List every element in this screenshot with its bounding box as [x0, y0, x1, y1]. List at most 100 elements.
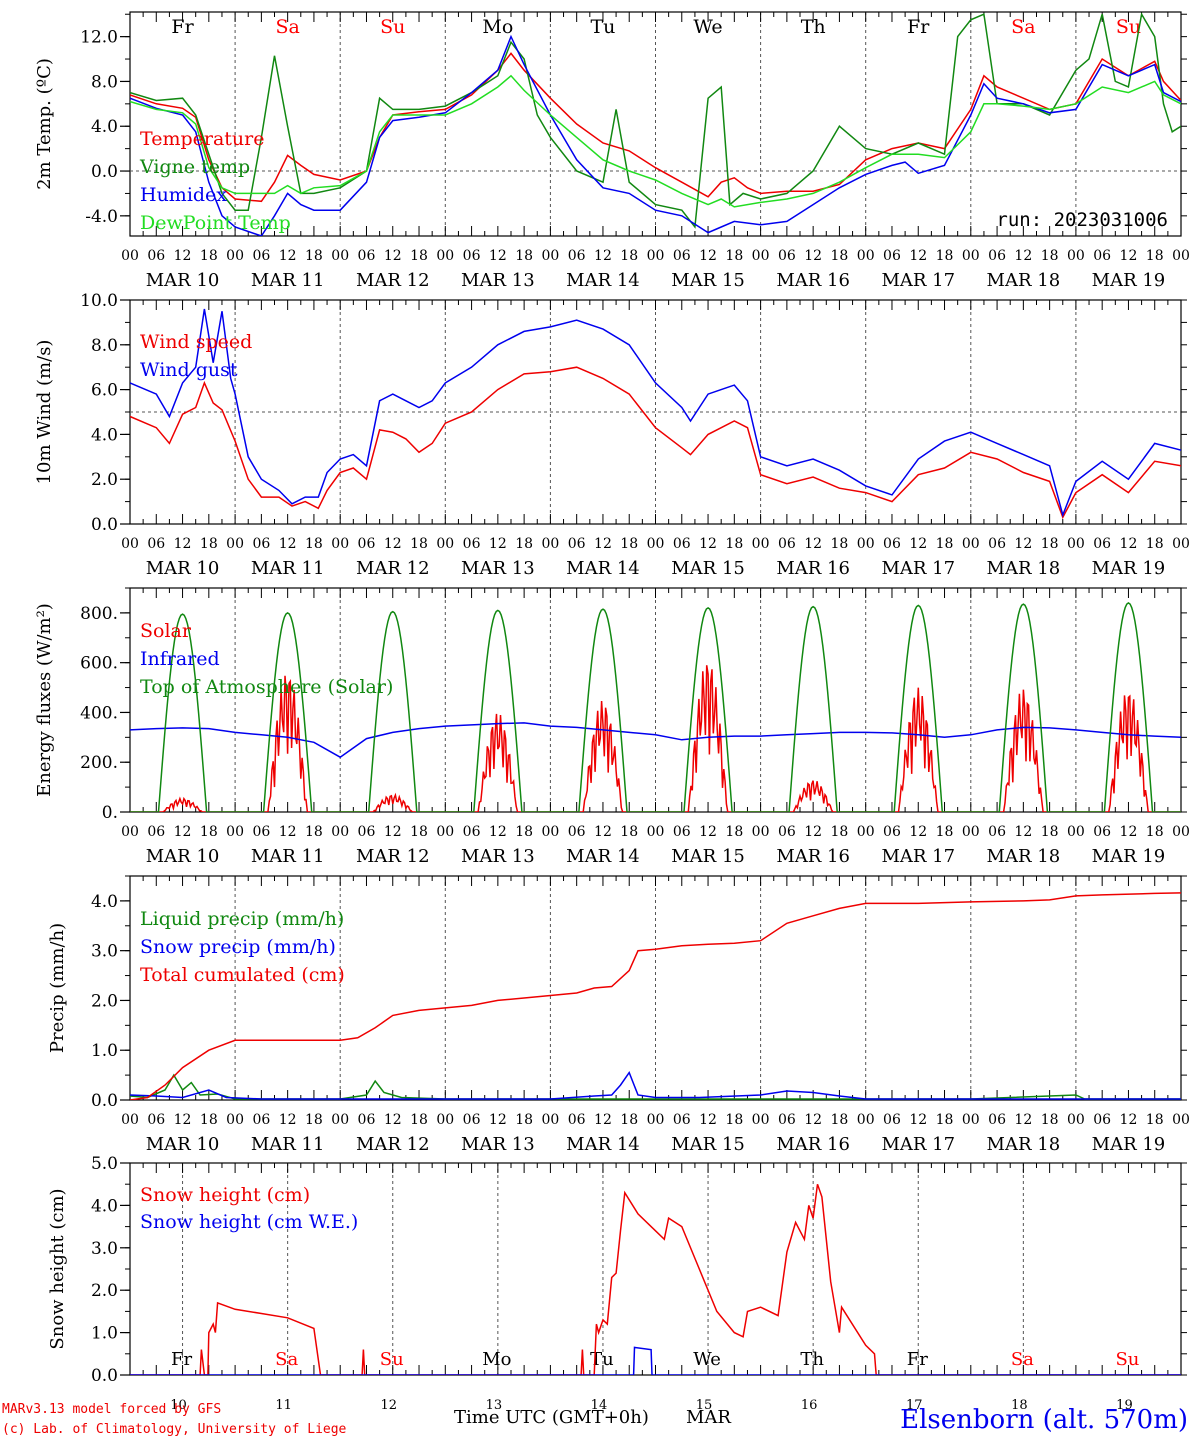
x-hour-label: 18 — [1041, 248, 1059, 264]
x-hour-label: 18 — [620, 824, 638, 840]
y-tick-label: 0. — [102, 803, 118, 823]
x-hour-label: 00 — [226, 824, 244, 840]
day-number-label: 16 — [801, 1398, 818, 1413]
x-hour-label: 18 — [725, 1112, 743, 1128]
x-hour-label: 18 — [620, 536, 638, 552]
legend-entry: Wind gust — [140, 359, 238, 381]
x-hour-label: 00 — [962, 824, 980, 840]
x-hour-label: 12 — [909, 536, 927, 552]
day-abbr-label: Su — [380, 16, 405, 38]
x-date-label: MAR 16 — [776, 846, 850, 867]
x-hour-label: 00 — [1172, 536, 1190, 552]
x-hour-label: 06 — [988, 536, 1006, 552]
day-abbr-label: Mo — [482, 16, 513, 38]
x-hour-label: 00 — [226, 248, 244, 264]
day-number-label: 12 — [380, 1398, 397, 1413]
day-number-label: 18 — [1011, 1398, 1028, 1413]
x-hour-label: 00 — [436, 248, 454, 264]
x-date-label: MAR 12 — [356, 846, 430, 867]
x-hour-label: 00 — [1172, 1112, 1190, 1128]
x-hour-label: 12 — [804, 824, 822, 840]
x-hour-label: 06 — [568, 824, 586, 840]
x-date-label: MAR 14 — [566, 846, 640, 867]
x-hour-label: 00 — [541, 536, 559, 552]
y-tick-label: 0.0 — [91, 162, 118, 182]
x-hour-label: 00 — [1067, 248, 1085, 264]
x-hour-label: 06 — [252, 248, 270, 264]
x-hour-label: 18 — [410, 824, 428, 840]
x-hour-label: 06 — [673, 536, 691, 552]
day-number-label: 11 — [275, 1398, 292, 1413]
run-label: run: 2023031006 — [996, 209, 1168, 231]
x-hour-label: 00 — [121, 1112, 139, 1128]
x-hour-label: 06 — [358, 1112, 376, 1128]
x-hour-label: 06 — [988, 824, 1006, 840]
x-hour-label: 12 — [804, 248, 822, 264]
day-abbr-label: We — [693, 16, 722, 38]
x-hour-label: 00 — [857, 536, 875, 552]
y-tick-label: 4.0 — [91, 425, 118, 445]
x-hour-label: 06 — [778, 536, 796, 552]
x-date-label: MAR 15 — [671, 270, 745, 291]
y-tick-label: 5.0 — [91, 1154, 118, 1174]
x-hour-label: 00 — [1172, 824, 1190, 840]
x-hour-label: 00 — [1067, 536, 1085, 552]
y-axis-label: 2m Temp. (ºC) — [34, 58, 55, 190]
x-date-label: MAR 17 — [881, 270, 955, 291]
day-abbr-label: Sa — [275, 1349, 298, 1370]
x-hour-label: 18 — [1146, 824, 1164, 840]
x-hour-label: 00 — [331, 824, 349, 840]
x-date-label: MAR 11 — [251, 1134, 325, 1155]
x-hour-label: 00 — [752, 824, 770, 840]
x-hour-label: 00 — [857, 824, 875, 840]
y-tick-label: 800. — [80, 604, 118, 624]
x-hour-label: 18 — [936, 1112, 954, 1128]
series-line-2 — [130, 12, 1181, 229]
day-abbr-label: Th — [800, 1349, 824, 1370]
legend-entry: Total cumulated (cm) — [140, 964, 345, 986]
x-hour-label: 00 — [121, 824, 139, 840]
x-hour-label: 12 — [279, 248, 297, 264]
x-hour-label: 00 — [541, 1112, 559, 1128]
legend-entry: Snow height (cm) — [140, 1184, 310, 1206]
series-line-1 — [130, 52, 1181, 203]
x-hour-label: 18 — [410, 1112, 428, 1128]
station-label: Elsenborn (alt. 570m) — [900, 1405, 1188, 1435]
x-hour-label: 00 — [1067, 824, 1085, 840]
x-date-label: MAR 18 — [987, 846, 1061, 867]
x-hour-label: 06 — [778, 1112, 796, 1128]
x-date-label: MAR 10 — [146, 846, 220, 867]
x-hour-label: 18 — [831, 1112, 849, 1128]
x-hour-label: 12 — [1120, 1112, 1138, 1128]
x-hour-label: 00 — [1067, 1112, 1085, 1128]
x-date-label: MAR 19 — [1092, 558, 1166, 579]
x-hour-label: 00 — [752, 536, 770, 552]
panel-2: 10.0 8.0 6.0 4.0 2.0 0.0 10m Wind (m/s) 00 06 12 1… — [34, 291, 1190, 579]
x-date-label: MAR 10 — [146, 558, 220, 579]
day-abbr-label: Th — [801, 16, 826, 38]
series-line-2 — [130, 1071, 1181, 1100]
x-date-label: MAR 13 — [461, 846, 535, 867]
day-abbr-label: Fr — [907, 16, 930, 38]
x-hour-label: 06 — [988, 1112, 1006, 1128]
x-hour-label: 12 — [804, 536, 822, 552]
x-hour-label: 12 — [279, 824, 297, 840]
series-line-4 — [130, 74, 1181, 208]
y-tick-label: 3.0 — [91, 1239, 118, 1259]
y-tick-label: 0.0 — [91, 1366, 118, 1386]
x-date-label: MAR 14 — [566, 270, 640, 291]
x-date-label: MAR 15 — [671, 558, 745, 579]
y-tick-label: 1.0 — [91, 1324, 118, 1344]
x-hour-label: 12 — [174, 824, 192, 840]
y-tick-label: 8.0 — [91, 72, 118, 92]
x-date-label: MAR 18 — [987, 1134, 1061, 1155]
day-abbr-label: Sa — [1011, 1349, 1034, 1370]
legend-entry: Solar — [140, 620, 192, 642]
x-hour-label: 00 — [857, 1112, 875, 1128]
x-hour-label: 06 — [1093, 536, 1111, 552]
day-abbr-label: Tu — [590, 1349, 614, 1370]
day-abbr-label: Su — [380, 1349, 404, 1370]
x-hour-label: 18 — [410, 248, 428, 264]
x-hour-label: 18 — [200, 824, 218, 840]
x-hour-label: 12 — [489, 1112, 507, 1128]
